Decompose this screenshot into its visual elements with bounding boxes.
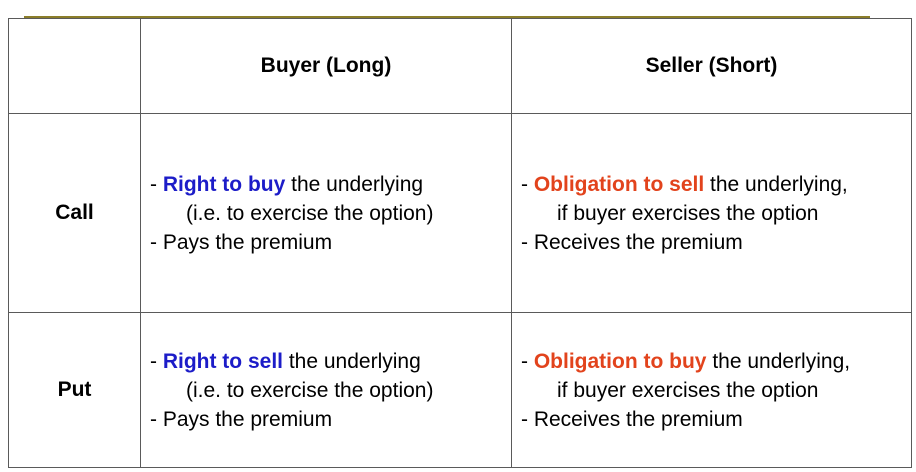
call-seller-highlight: Obligation to sell — [533, 172, 705, 196]
corner-cell — [8, 18, 141, 114]
call-row-label: Call — [8, 113, 141, 313]
put-row-label: Put — [8, 312, 141, 468]
put-row: Put - Right to sell the underlying (i.e.… — [8, 312, 912, 468]
call-seller-cell: - Obligation to sell the underlying, if … — [511, 113, 912, 313]
call-buyer-rest: the underlying — [285, 172, 424, 196]
top-divider-line — [24, 16, 870, 18]
call-row: Call - Right to buy the underlying (i.e.… — [8, 113, 912, 313]
put-seller-rest: the underlying, — [706, 349, 851, 373]
call-seller-line-3: - Receives the premium — [521, 230, 743, 254]
call-seller-line-1: - Obligation to sell the underlying, — [521, 170, 911, 199]
put-buyer-cell: - Right to sell the underlying (i.e. to … — [140, 312, 512, 468]
header-row: Buyer (Long) Seller (Short) — [8, 18, 912, 114]
put-seller-line-3: - Receives the premium — [521, 407, 743, 431]
put-buyer-rest: the underlying — [283, 349, 421, 373]
call-seller-rest: the underlying, — [704, 172, 848, 196]
call-buyer-line-3: - Pays the premium — [150, 230, 333, 254]
call-buyer-line-1: - Right to buy the underlying — [150, 170, 511, 199]
dash: - — [521, 349, 534, 373]
call-buyer-highlight: Right to buy — [162, 172, 286, 196]
put-seller-cell: - Obligation to buy the underlying, if b… — [511, 312, 912, 468]
call-seller-line-2: if buyer exercises the option — [557, 201, 819, 225]
put-seller-line-2: if buyer exercises the option — [557, 378, 819, 402]
call-buyer-cell: - Right to buy the underlying (i.e. to e… — [140, 113, 512, 313]
options-comparison-table: Buyer (Long) Seller (Short) Call - Right… — [8, 18, 912, 468]
seller-header: Seller (Short) — [511, 18, 912, 114]
put-seller-line-1: - Obligation to buy the underlying, — [521, 347, 911, 376]
buyer-header: Buyer (Long) — [140, 18, 512, 114]
put-buyer-highlight: Right to sell — [162, 349, 283, 373]
dash: - — [521, 172, 534, 196]
put-seller-highlight: Obligation to buy — [533, 349, 707, 373]
put-buyer-line-1: - Right to sell the underlying — [150, 347, 511, 376]
put-buyer-line-2: (i.e. to exercise the option) — [186, 378, 434, 402]
dash: - — [150, 172, 163, 196]
dash: - — [150, 349, 163, 373]
call-buyer-line-2: (i.e. to exercise the option) — [186, 201, 434, 225]
put-buyer-line-3: - Pays the premium — [150, 407, 333, 431]
